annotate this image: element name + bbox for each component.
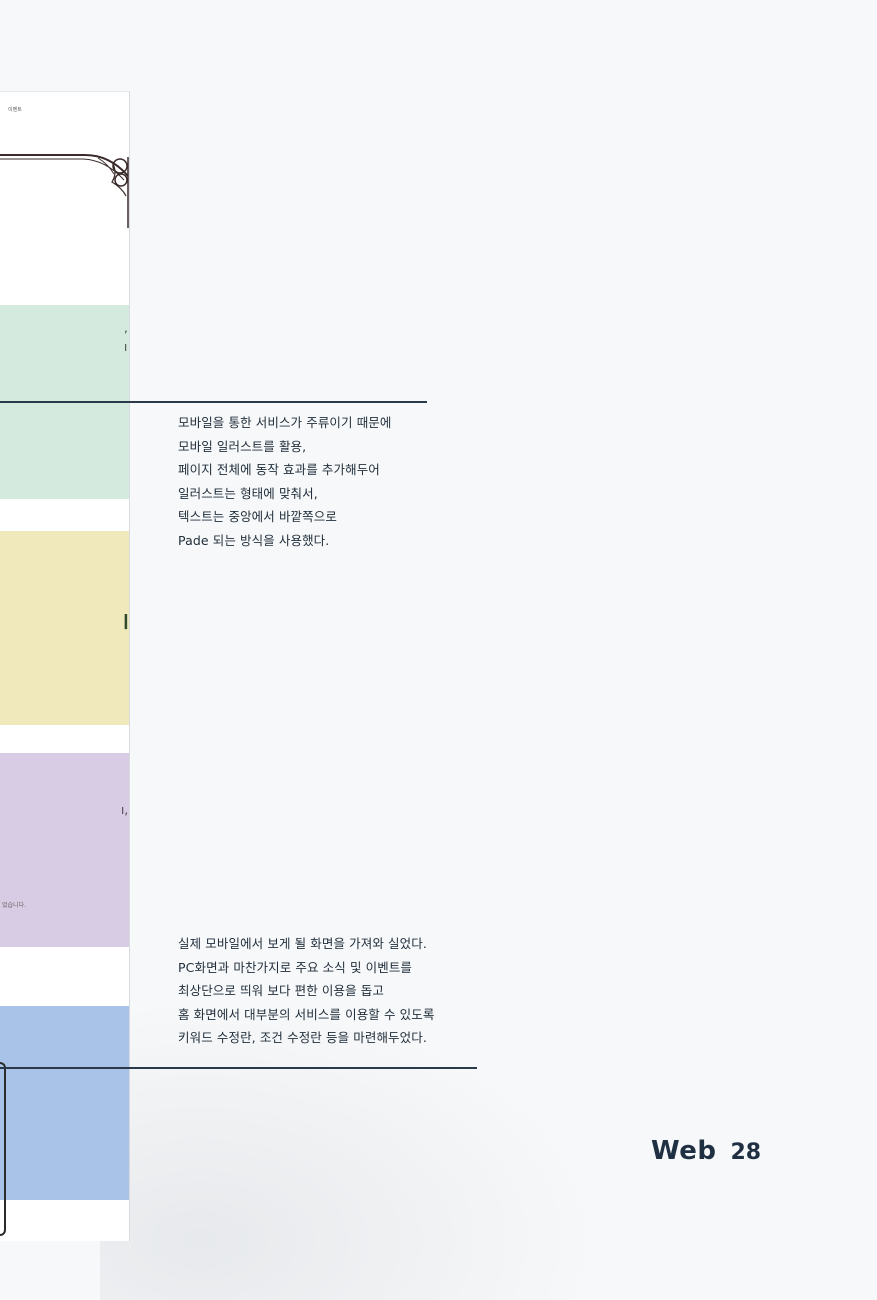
cut-text-yellow: ı	[122, 603, 130, 636]
caption-mobile-screen: 실제 모바일에서 보게 될 화면을 가져와 실었다. PC화면과 마찬가지로 주…	[178, 932, 478, 1050]
page-footer: Web 28	[651, 1136, 761, 1166]
caption-1-line-3: 페이지 전체에 동작 효과를 추가해두어	[178, 462, 380, 477]
caption-2-line-2: PC화면과 마찬가지로 주요 소식 및 이벤트를	[178, 959, 413, 975]
divider-line-top	[0, 401, 427, 403]
caption-1-line-2: 모바일 일러스트를 활용,	[178, 438, 307, 454]
mockup-band-yellow: ı	[0, 531, 129, 725]
cut-text-green-1: ,	[124, 321, 128, 335]
caption-1-line-4: 일러스트는 형태에 맞춰서,	[178, 485, 318, 501]
caption-1-line-6: Pade 되는 방식을 사용했다.	[178, 532, 330, 548]
caption-2-line-3: 최상단으로 띄워 보다 편한 이용을 돕고	[178, 983, 384, 998]
caption-2-line-5: 키워드 수정란, 조건 수정란 등을 마련해두었다.	[178, 1030, 427, 1045]
caption-2-line-4: 홈 화면에서 대부분의 서비스를 이용할 수 있도록	[178, 1006, 435, 1022]
mobile-mockup-preview: 이벤트 , ı ı ı, 었습니다.	[0, 91, 130, 1241]
divider-line-bottom	[0, 1067, 477, 1069]
ornamental-frame-illustration	[0, 154, 129, 228]
caption-mobile-illustration: 모바일을 통한 서비스가 주류이기 때문에 모바일 일러스트를 활용, 페이지 …	[178, 411, 438, 552]
caption-2-line-1: 실제 모바일에서 보게 될 화면을 가져와 실었다.	[178, 936, 427, 951]
caption-1-line-1: 모바일을 통한 서비스가 주류이기 때문에	[178, 415, 392, 430]
phone-frame-edge	[0, 1062, 6, 1236]
cut-text-purple-2: 었습니다.	[2, 902, 26, 909]
cut-text-purple-1: ı,	[121, 803, 129, 817]
cut-text-green-2: ı	[124, 340, 128, 354]
mockup-band-purple: ı, 었습니다.	[0, 753, 129, 947]
page-number: 28	[730, 1140, 762, 1165]
mockup-band-blue	[0, 1006, 129, 1200]
caption-1-line-5: 텍스트는 중앙에서 바깥쪽으로	[178, 509, 337, 524]
mockup-top-label: 이벤트	[8, 107, 22, 113]
section-label: Web	[651, 1136, 717, 1166]
